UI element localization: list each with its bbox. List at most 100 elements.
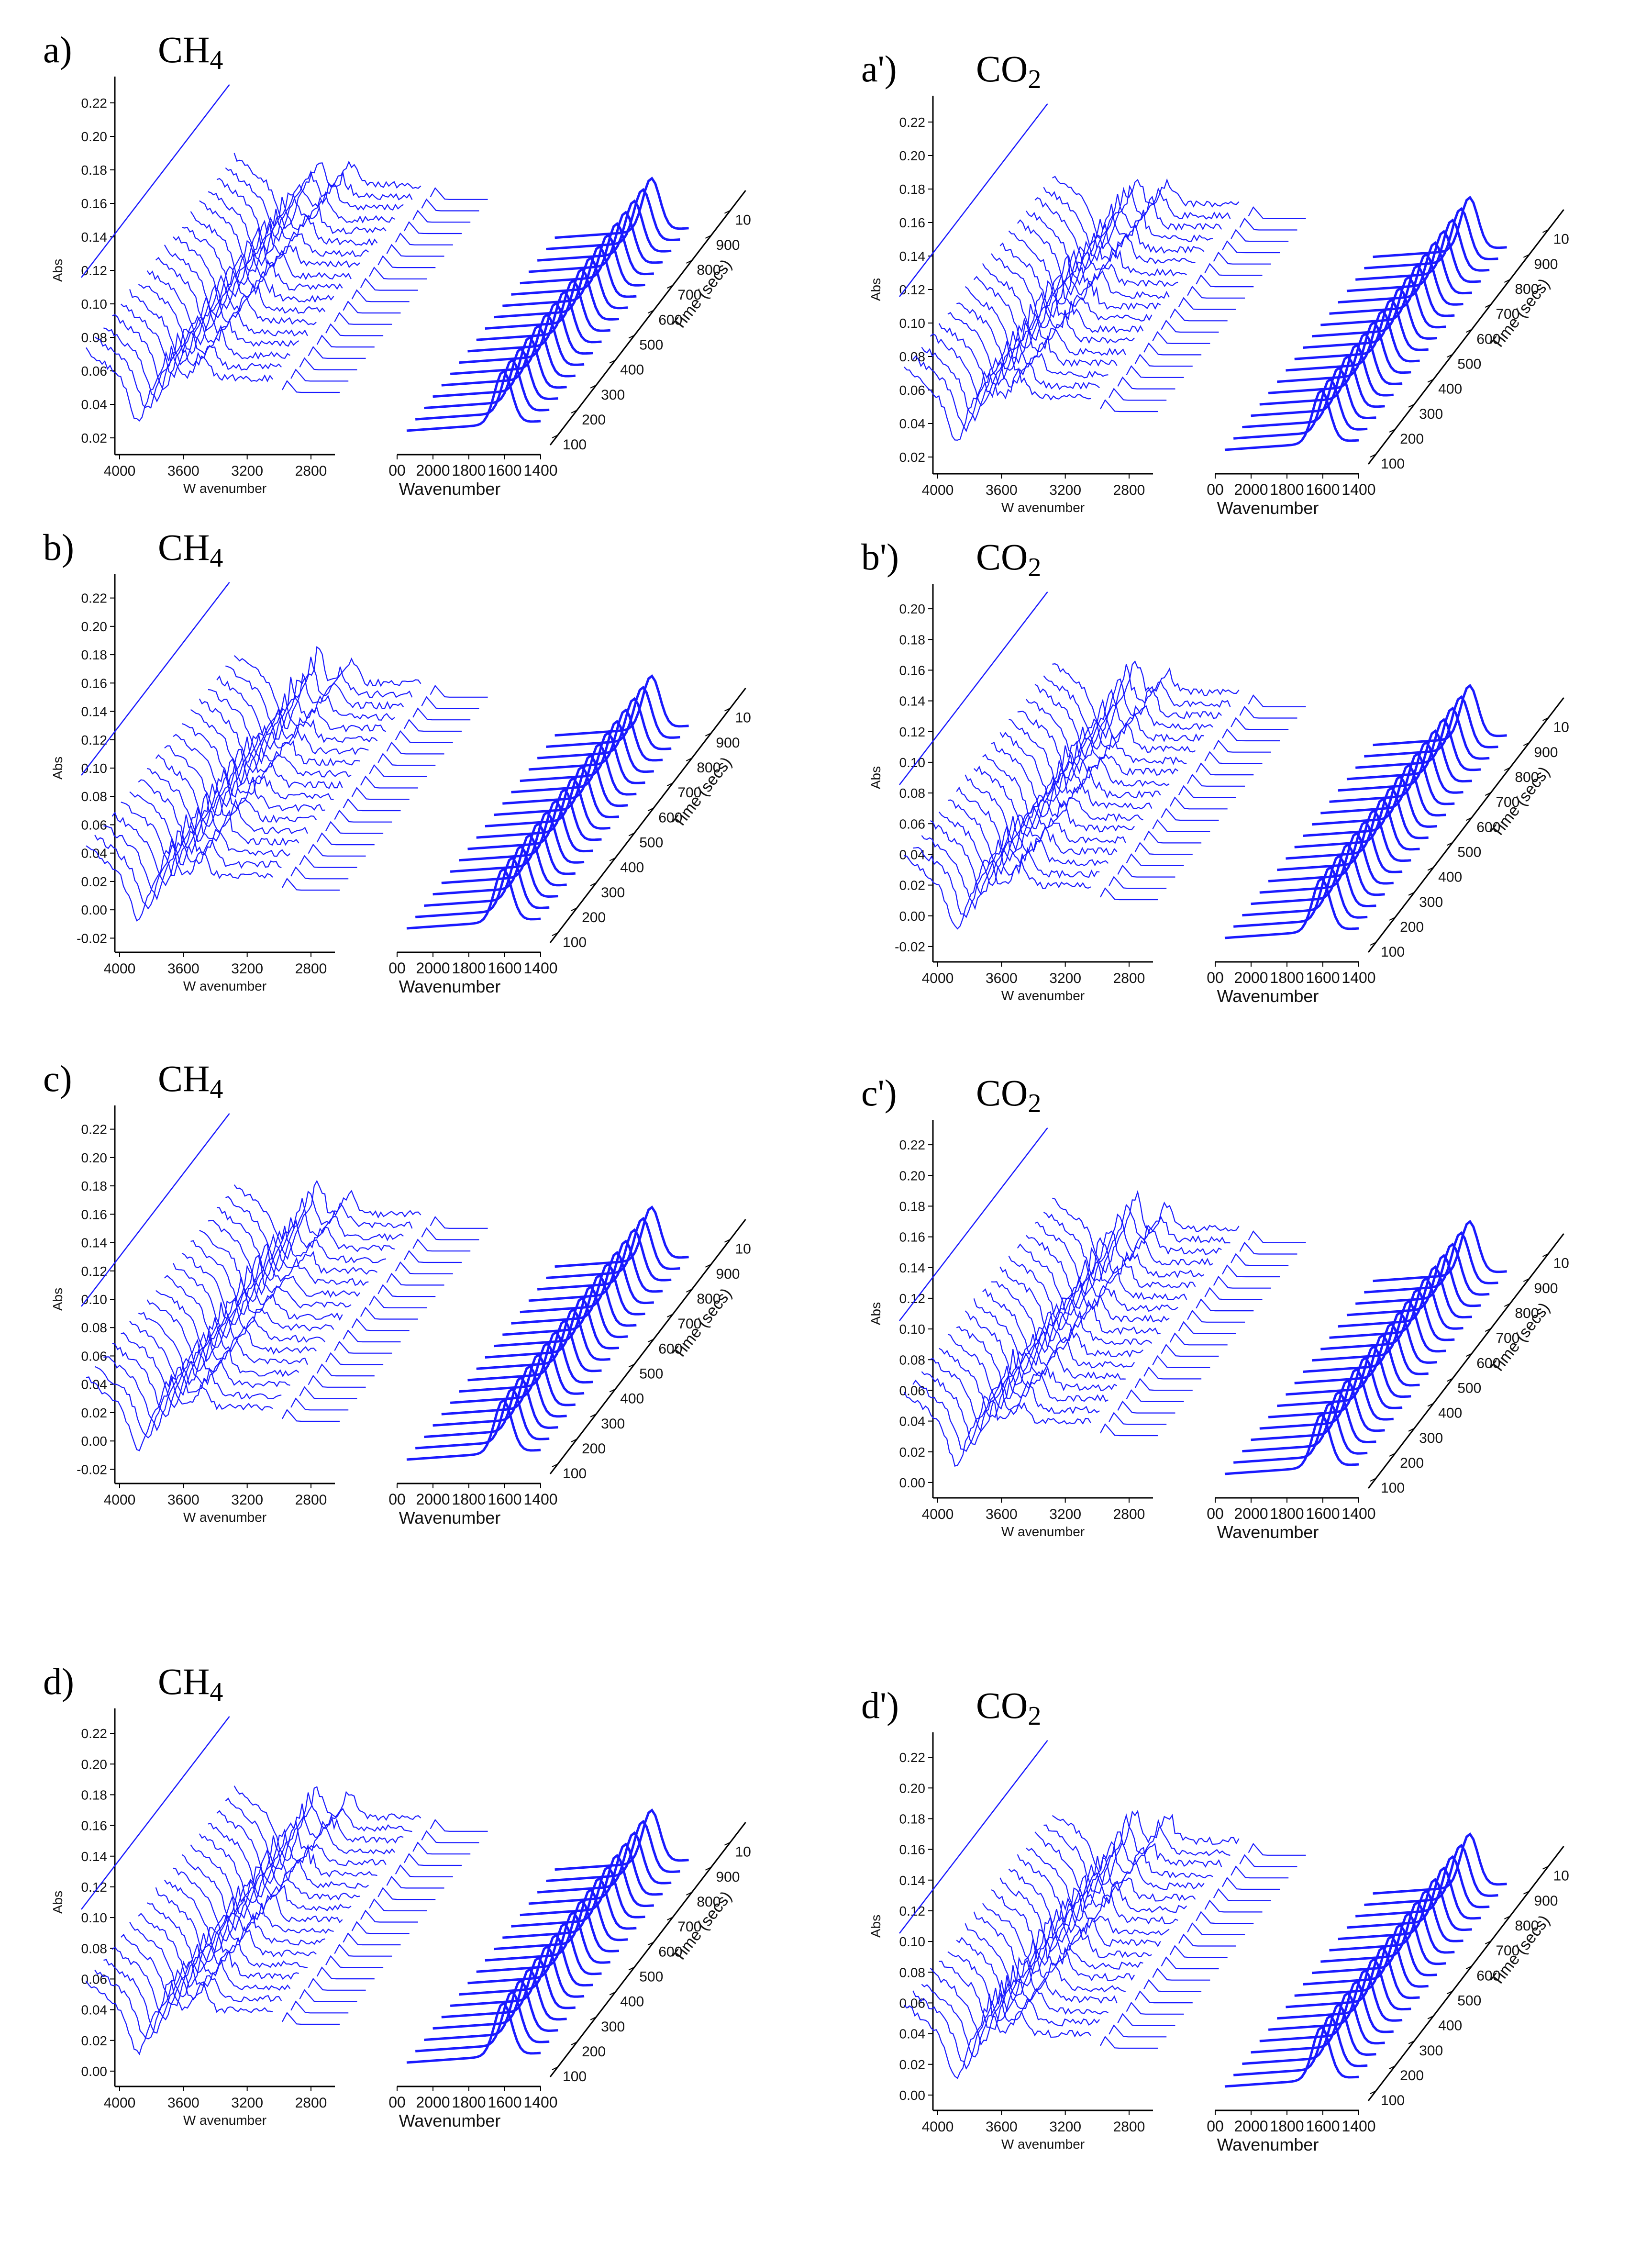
spectrum-trace-mid bbox=[1169, 1945, 1228, 1958]
spectrum-trace-left bbox=[1026, 203, 1213, 286]
x-tick-label: 3600 bbox=[167, 463, 200, 479]
time-tick bbox=[1485, 792, 1491, 796]
spectrum-trace-right bbox=[1233, 377, 1368, 440]
ridge-edge bbox=[81, 1716, 230, 1910]
x-tick-label: 00 bbox=[388, 1491, 406, 1508]
time-tick-label: 900 bbox=[716, 1869, 740, 1885]
time-tick bbox=[724, 1238, 731, 1243]
spectrum-trace-mid bbox=[1222, 240, 1280, 254]
spectrum-trace-mid bbox=[1231, 717, 1289, 730]
spectrum-trace-mid bbox=[1117, 1400, 1175, 1414]
spectrum-trace-left bbox=[103, 324, 290, 402]
y-tick-label: 0.02 bbox=[899, 878, 926, 893]
spectrum-trace-mid bbox=[1248, 1842, 1306, 1856]
spectrum-trace-left bbox=[1043, 1204, 1231, 1282]
time-tick bbox=[552, 435, 558, 439]
spectrum-trace-mid bbox=[1100, 887, 1158, 901]
spectrum-trace-mid bbox=[1109, 2024, 1167, 2038]
spectrum-trace-mid bbox=[1169, 308, 1228, 322]
spectrum-trace-left bbox=[129, 284, 317, 366]
x-tick-label: 3200 bbox=[231, 961, 263, 977]
spectrum-trace-left bbox=[973, 275, 1161, 349]
spectrum-trace-left bbox=[155, 254, 343, 331]
time-tick-label: 100 bbox=[1381, 456, 1405, 472]
time-axis bbox=[549, 1219, 746, 1474]
y-tick-label: 0.04 bbox=[81, 397, 108, 412]
panel-label: a) bbox=[43, 29, 72, 70]
x-tick-label: 3600 bbox=[986, 1506, 1018, 1522]
spectrum-trace-mid bbox=[360, 278, 418, 291]
spectrum-trace-mid bbox=[1126, 1389, 1184, 1402]
spectrum-trace-mid bbox=[369, 266, 427, 279]
time-tick-label: 200 bbox=[1400, 919, 1424, 935]
time-tick bbox=[1427, 2015, 1434, 2019]
time-tick bbox=[1370, 2090, 1376, 2095]
spectrum-trace-mid bbox=[343, 798, 401, 812]
time-tick bbox=[552, 2066, 558, 2071]
time-tick bbox=[552, 932, 558, 937]
x-tick-label: 2800 bbox=[1113, 1506, 1145, 1522]
time-tick bbox=[1523, 254, 1530, 258]
y-tick-label: 0.02 bbox=[899, 450, 926, 465]
x-tick-label: 00 bbox=[1207, 481, 1224, 498]
spectrum-trace-right bbox=[1224, 389, 1359, 451]
spectrum-trace-left bbox=[190, 1835, 377, 1919]
spectrum-trace-mid bbox=[1204, 263, 1263, 276]
spectrum-trace-left bbox=[1026, 689, 1213, 774]
spectrum-trace-left bbox=[94, 1969, 282, 2040]
spectrum-trace-mid bbox=[1126, 365, 1184, 378]
spectrum-trace-mid bbox=[412, 707, 471, 721]
time-tick bbox=[1485, 304, 1491, 308]
spectrum-trace-left bbox=[233, 1180, 421, 1260]
spectrum-trace-left bbox=[1034, 1831, 1222, 1910]
spectrum-trace-left bbox=[94, 830, 282, 910]
y-tick-label: 0.10 bbox=[899, 316, 926, 331]
time-tick bbox=[1427, 379, 1434, 383]
time-tick bbox=[666, 285, 673, 289]
spectrum-trace-mid bbox=[1143, 342, 1202, 356]
time-tick-label: 800 bbox=[1515, 281, 1539, 297]
spectrum-trace-mid bbox=[343, 1932, 401, 1946]
spectrum-trace-left bbox=[973, 760, 1161, 837]
spectrum-trace-mid bbox=[386, 741, 444, 755]
spectrum-trace-left bbox=[111, 806, 299, 887]
spectrum-trace-left bbox=[164, 1879, 352, 1953]
spectrum-trace-mid bbox=[1161, 320, 1219, 333]
time-tick-label: 300 bbox=[601, 387, 625, 403]
spectrum-trace-mid bbox=[1143, 1979, 1202, 1992]
time-tick-label: 400 bbox=[1438, 381, 1462, 397]
time-tick-label: 400 bbox=[620, 1994, 644, 2010]
spectrum-trace-left bbox=[1017, 1854, 1205, 1934]
time-tick bbox=[686, 758, 692, 761]
time-tick bbox=[1523, 1278, 1530, 1282]
spectrum-trace-mid bbox=[1196, 1911, 1254, 1924]
spectrum-trace-mid bbox=[1117, 376, 1175, 390]
time-tick-label: 100 bbox=[1381, 944, 1405, 960]
ridge-edge bbox=[81, 1113, 230, 1307]
y-tick-label: 0.20 bbox=[899, 1168, 926, 1183]
time-tick-label: 200 bbox=[582, 412, 606, 428]
x-tick-label: 00 bbox=[1207, 1505, 1224, 1522]
spectrum-trace-mid bbox=[404, 1250, 462, 1263]
panel-title: CH4 bbox=[158, 1058, 223, 1104]
panel-label: d') bbox=[861, 1684, 899, 1726]
time-tick-label: 200 bbox=[582, 1441, 606, 1457]
x-tick-label: 3200 bbox=[231, 463, 263, 479]
time-tick bbox=[666, 782, 673, 787]
spectrum-trace-mid bbox=[343, 1329, 401, 1343]
spectrum-trace-left bbox=[965, 774, 1153, 851]
x-tick-label: 3200 bbox=[1049, 2119, 1081, 2135]
spectrum-trace-right bbox=[1233, 865, 1368, 928]
time-tick bbox=[666, 1917, 673, 1921]
spectrum-trace-mid bbox=[1143, 1366, 1202, 1380]
y-tick-label: 0.18 bbox=[81, 163, 108, 178]
spectrum-trace-mid bbox=[1213, 251, 1271, 265]
spectrum-trace-mid bbox=[421, 696, 479, 709]
time-tick bbox=[609, 1388, 616, 1393]
y-tick-label: 0.18 bbox=[81, 1787, 108, 1802]
time-tick bbox=[571, 2041, 577, 2045]
x-tick-label: 00 bbox=[388, 2094, 406, 2111]
y-tick-label: 0.08 bbox=[81, 330, 108, 345]
spectrum-trace-left bbox=[982, 745, 1170, 829]
y-tick-label: 0.00 bbox=[899, 909, 926, 924]
